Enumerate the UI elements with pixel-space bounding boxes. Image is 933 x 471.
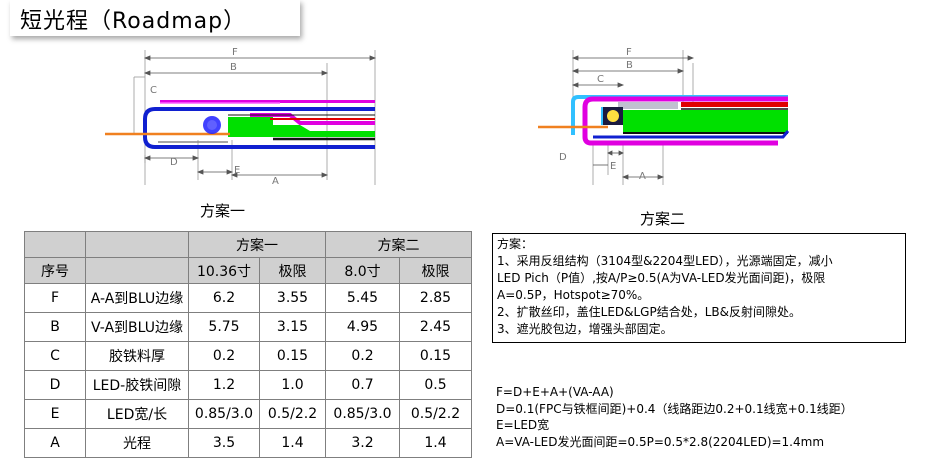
table-cell: 1.4 [259, 428, 326, 458]
table-row: C 胶铁料厚 0.2 0.15 0.2 0.15 [24, 341, 472, 371]
table-cell: F [24, 283, 86, 313]
table-row: D LED-胶铁间隙 1.2 1.0 0.7 0.5 [24, 370, 472, 400]
header-limit-1: 极限 [259, 257, 326, 284]
spec-table: 方案一 方案二 序号 10.36寸 极限 8.0寸 极限 F A-A到BLU边缘… [24, 231, 472, 458]
dim-label-B: B [230, 62, 237, 73]
header-scheme-2: 方案二 [325, 231, 472, 258]
header-index: 序号 [24, 257, 86, 284]
dim-label-E: E [610, 161, 616, 172]
dim-label-F: F [232, 47, 238, 58]
notes-line: 1、采用反组结构（3104型&2204型LED），光源端固定，减小 [497, 254, 833, 268]
table-cell: 6.2 [188, 283, 260, 313]
formula-line: F=D+E+A+(VA-AA) [496, 385, 614, 399]
table-cell: 1.0 [259, 370, 326, 400]
table-cell: 0.5/2.2 [399, 399, 472, 429]
dim-label-E: E [234, 165, 240, 176]
table-row: A 光程 3.5 1.4 3.2 1.4 [24, 428, 472, 458]
notes-line: 2、扩散丝印，盖住LED&LGP结合处，LB&反射间隙处。 [497, 305, 801, 319]
table-cell: 0.5/2.2 [259, 399, 326, 429]
table-cell: 2.45 [399, 312, 472, 342]
table-cell: 1.4 [399, 428, 472, 458]
dim-label-C: C [597, 74, 604, 85]
table-cell: LED-胶铁间隙 [85, 370, 189, 400]
diagram-scheme-1: F B C D E A [105, 47, 377, 187]
table-cell: 0.2 [325, 341, 400, 371]
table-cell: LED宽/长 [85, 399, 189, 429]
table-header-row: 序号 10.36寸 极限 8.0寸 极限 [24, 257, 472, 284]
table-cell: 0.7 [325, 370, 400, 400]
header-scheme-1: 方案一 [188, 231, 326, 258]
table-cell: 2.85 [399, 283, 472, 313]
table-row: F A-A到BLU边缘 6.2 3.55 5.45 2.85 [24, 283, 472, 313]
table-cell: 0.85/3.0 [325, 399, 400, 429]
dim-label-D: D [170, 157, 178, 168]
table-cell: E [24, 399, 86, 429]
table-cell: C [24, 341, 86, 371]
page-title: 短光程（Roadmap） [20, 9, 247, 34]
header-8-0: 8.0寸 [325, 257, 400, 284]
dim-label-B: B [626, 60, 633, 71]
table-cell: 3.55 [259, 283, 326, 313]
formula-block: F=D+E+A+(VA-AA) D=0.1(FPC与铁框间距)+0.4（线路距边… [496, 384, 853, 450]
table-header-group-row: 方案一 方案二 [24, 231, 472, 258]
dim-label-F: F [626, 47, 632, 58]
table-cell: 0.15 [259, 341, 326, 371]
notes-heading: 方案： [497, 237, 534, 251]
table-cell: 5.75 [188, 312, 260, 342]
caption-scheme-2: 方案二 [640, 210, 686, 228]
notes-line: 3、遮光胶包边，增强头部固定。 [497, 322, 673, 336]
table-row: E LED宽/长 0.85/3.0 0.5/2.2 0.85/3.0 0.5/2… [24, 399, 472, 429]
caption-scheme-1: 方案一 [200, 202, 246, 220]
formula-line: D=0.1(FPC与铁框间距)+0.4（线路距边0.2+0.1线宽+0.1线距） [496, 401, 853, 416]
formula-line: E=LED宽 [496, 418, 550, 432]
table-cell: 0.5 [399, 370, 472, 400]
table-cell: A-A到BLU边缘 [85, 283, 189, 313]
table-cell: 3.2 [325, 428, 400, 458]
dim-label-D: D [559, 152, 567, 163]
table-cell: 0.15 [399, 341, 472, 371]
table-cell: 4.95 [325, 312, 400, 342]
notes-line: A=0.5P，Hotspot≥70%。 [497, 288, 650, 302]
dim-label-A: A [272, 176, 279, 187]
dim-label-A: A [639, 171, 646, 182]
table-cell: 光程 [85, 428, 189, 458]
table-cell: V-A到BLU边缘 [85, 312, 189, 342]
formula-line: A=VA-LED发光面间距=0.5P=0.5*2.8(2204LED)=1.4m… [496, 434, 825, 449]
table-cell: 3.15 [259, 312, 326, 342]
notes-line: LED Pich（P值）,按A/P≥0.5(A为VA-LED发光面间距)，极限 [497, 271, 826, 285]
diagram-scheme-2: F B C D E A [538, 47, 790, 185]
table-cell: A [24, 428, 86, 458]
table-cell: 0.85/3.0 [188, 399, 260, 429]
header-limit-2: 极限 [399, 257, 472, 284]
table-cell: 3.5 [188, 428, 260, 458]
header-item [85, 257, 189, 284]
title-box: 短光程（Roadmap） [10, 0, 300, 36]
table-cell: D [24, 370, 86, 400]
dim-label-C: C [150, 85, 157, 96]
table-cell: 胶铁料厚 [85, 341, 189, 371]
scheme-notes-box: 方案： 1、采用反组结构（3104型&2204型LED），光源端固定，减小 LE… [492, 233, 906, 343]
table-row: B V-A到BLU边缘 5.75 3.15 4.95 2.45 [24, 312, 472, 342]
header-10-36: 10.36寸 [188, 257, 260, 284]
table-cell: 0.2 [188, 341, 260, 371]
table-cell: 5.45 [325, 283, 400, 313]
table-cell: 1.2 [188, 370, 260, 400]
table-cell: B [24, 312, 86, 342]
